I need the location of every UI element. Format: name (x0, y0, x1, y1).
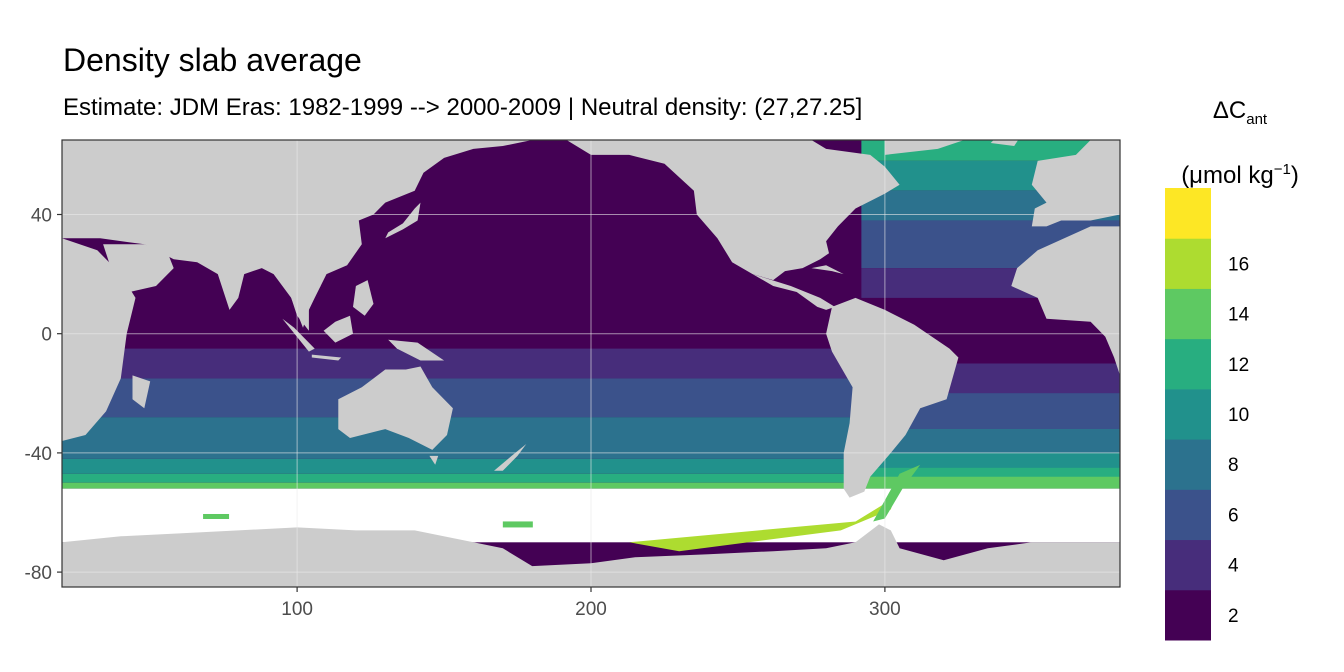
land-indochina (285, 280, 321, 331)
y-tick-label-2: 0 (41, 325, 52, 346)
weddell-feature (629, 491, 897, 552)
land-europe (1031, 140, 1120, 227)
land-tasmania (429, 455, 439, 465)
land-australia (338, 366, 453, 450)
legend-swatch-3 (1165, 439, 1211, 490)
chart-title: Density slab average (63, 42, 362, 78)
land-philippines (353, 280, 374, 316)
land-africa-south (62, 238, 136, 441)
x-tick-label-1: 200 (575, 599, 607, 620)
patch-1 (203, 513, 230, 519)
legend-label-2: 6 (1228, 505, 1239, 526)
legend-swatch-6 (1165, 288, 1211, 340)
legend-label-3: 8 (1228, 455, 1239, 476)
map-panel (62, 140, 1120, 587)
land-north-america (566, 140, 900, 281)
land-new-zealand (494, 444, 527, 471)
x-tick-label-2: 300 (869, 599, 901, 620)
axes: 100 200 300 -80 -40 0 40 (25, 206, 901, 621)
atlantic-band-8 (861, 429, 1120, 453)
color-legend: 2 4 6 8 10 12 14 16 (1165, 188, 1250, 641)
land-borneo (323, 315, 353, 343)
y-tick-label-3: 40 (31, 206, 52, 227)
legend-swatch-7 (1165, 238, 1211, 289)
legend-swatch-1 (1165, 539, 1211, 591)
legend-unit-prefix: (μmol kg (1181, 161, 1274, 189)
land-central-america (752, 274, 835, 310)
x-tick-label-0: 100 (281, 599, 313, 620)
chart-subtitle: Estimate: JDM Eras: 1982-1999 --> 2000-2… (63, 94, 863, 121)
land-africa-east (1011, 226, 1120, 376)
legend-title: ΔCant (μmol kg−1) (1160, 86, 1320, 201)
land-arabia (103, 244, 174, 292)
legend-swatch-4 (1165, 388, 1211, 440)
legend-swatch-2 (1165, 489, 1211, 541)
land-mask (62, 140, 1120, 587)
land-java (311, 354, 342, 361)
land-sumatra (282, 318, 315, 352)
legend-unit-suffix: ) (1290, 161, 1299, 189)
land-new-guinea (388, 339, 445, 361)
patch-2 (502, 521, 533, 528)
land-antarctica (62, 524, 1120, 587)
atlantic-band-11 (861, 476, 1120, 489)
legend-swatch-8 (1165, 188, 1211, 239)
y-tick-label-1: -40 (25, 444, 52, 465)
legend-label-6: 14 (1228, 305, 1250, 326)
atlantic-band-10 (861, 467, 1120, 477)
atlantic-band-9 (861, 452, 1120, 468)
land-cuba (811, 265, 844, 275)
y-tick-label-0: -80 (25, 563, 52, 584)
land-madagascar (132, 375, 151, 409)
legend-label-7: 16 (1228, 254, 1249, 275)
gridlines (62, 140, 1120, 587)
legend-unit-exp: −1 (1273, 160, 1291, 178)
land-iceland (990, 140, 1019, 146)
legend-subscript: ant (1246, 110, 1268, 128)
legend-label-1: 4 (1228, 556, 1239, 577)
legend-symbol: ΔC (1212, 97, 1247, 124)
land-japan (385, 202, 421, 239)
legend-label-0: 2 (1228, 606, 1239, 627)
legend-label-4: 10 (1228, 405, 1249, 426)
legend-swatch-5 (1165, 338, 1211, 390)
legend-label-5: 12 (1228, 355, 1249, 376)
land-greenland (884, 140, 965, 155)
legend-swatch-0 (1165, 589, 1211, 641)
land-south-america (826, 297, 959, 498)
